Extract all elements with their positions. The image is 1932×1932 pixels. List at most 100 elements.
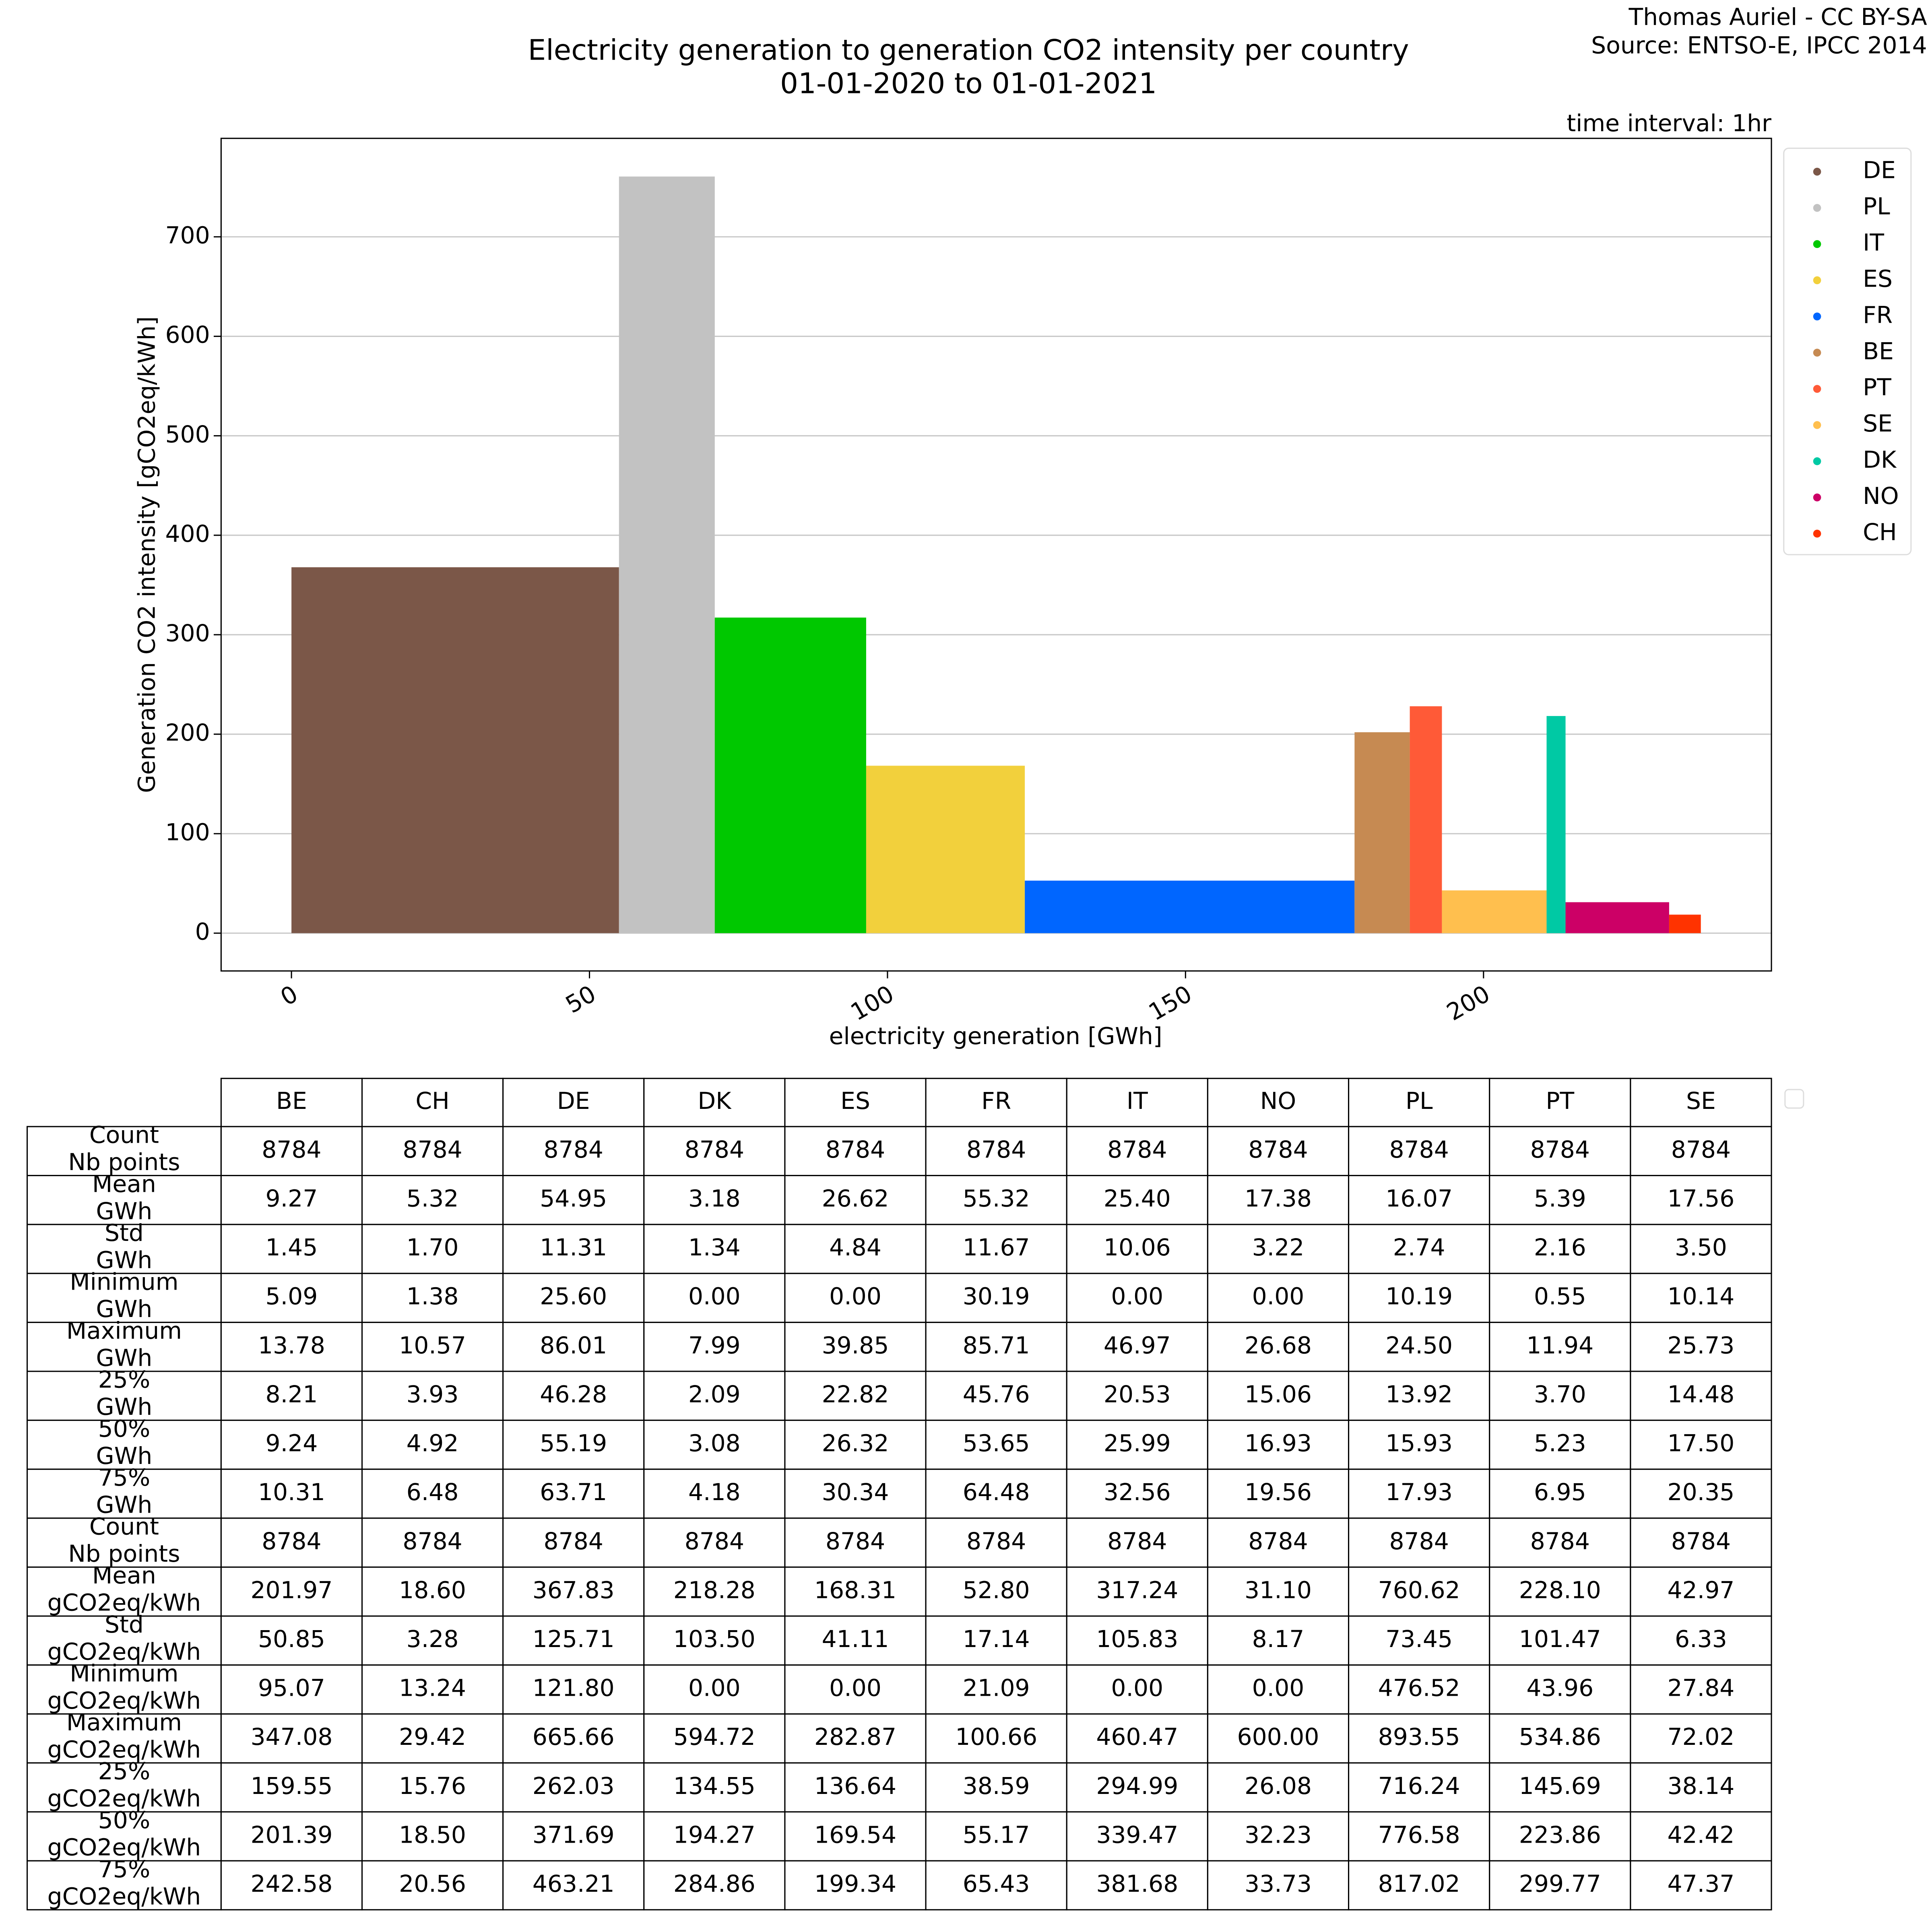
table-cell (26, 1321, 222, 1372)
table-cell (1630, 1468, 1772, 1519)
table-value: 381.68 (1096, 1870, 1178, 1897)
table-value: 46.97 (1104, 1331, 1171, 1359)
table-value: 13.24 (399, 1674, 466, 1702)
table-value: 10.31 (258, 1478, 325, 1506)
table-value: 3.18 (688, 1185, 741, 1212)
table-cell (1207, 1273, 1350, 1323)
table-cell (925, 1762, 1067, 1813)
table-cell (1630, 1762, 1772, 1813)
table-value: 8784 (826, 1136, 885, 1163)
table-value: 73.45 (1385, 1625, 1453, 1653)
table-cell (26, 1420, 222, 1470)
row-label: GWh (96, 1246, 153, 1274)
table-cell (1489, 1468, 1631, 1519)
table-value: 6.33 (1675, 1625, 1727, 1653)
y-tick-label: 500 (165, 421, 210, 448)
legend-label: PT (1863, 374, 1891, 401)
table-cell (1630, 1860, 1772, 1911)
table-cell (643, 1321, 786, 1372)
table-cell (784, 1371, 927, 1421)
table-cell (1066, 1615, 1208, 1666)
table-value: 534.86 (1519, 1723, 1601, 1750)
table-value: 0.00 (688, 1283, 741, 1310)
legend-label: BE (1863, 337, 1894, 365)
table-value: 460.47 (1096, 1723, 1178, 1750)
y-tick-label: 400 (165, 520, 210, 547)
table-cell (26, 1566, 222, 1617)
table-value: 4.84 (829, 1234, 881, 1261)
column-header: IT (1127, 1087, 1148, 1115)
table-value: 21.09 (963, 1674, 1030, 1702)
table-cell (784, 1664, 927, 1715)
table-cell (1630, 1713, 1772, 1764)
row-label: GWh (96, 1393, 153, 1420)
y-axis-label: Generation CO2 intensity [gCO2eq/kWh] (133, 316, 160, 793)
table-value: 100.66 (955, 1723, 1037, 1750)
table-cell (784, 1273, 927, 1323)
table-value: 594.72 (673, 1723, 755, 1750)
table-value: 11.31 (540, 1234, 607, 1261)
table-cell (1489, 1517, 1631, 1568)
table-value: 136.64 (814, 1772, 896, 1800)
table-cell (1207, 1811, 1350, 1862)
column-header: BE (276, 1087, 307, 1115)
legend-marker (1813, 349, 1821, 357)
table-cell (502, 1517, 645, 1568)
row-label: gCO2eq/kWh (47, 1834, 201, 1861)
table-value: 3.08 (688, 1430, 741, 1457)
table-cell (502, 1811, 645, 1862)
row-label: 50% (98, 1415, 151, 1442)
table-cell (220, 1077, 363, 1127)
row-label: 75% (98, 1856, 151, 1883)
table-value: 201.97 (250, 1576, 332, 1604)
table-value: 284.86 (673, 1870, 755, 1897)
table-value: 26.68 (1245, 1331, 1312, 1359)
table-cell (220, 1762, 363, 1813)
table-cell (26, 1664, 222, 1715)
table-cell (361, 1664, 504, 1715)
table-cell (361, 1224, 504, 1274)
table-cell (1489, 1175, 1631, 1225)
table-value: 8784 (1107, 1136, 1167, 1163)
y-tick-label: 700 (165, 222, 210, 249)
table-value: 17.38 (1245, 1185, 1312, 1212)
legend-marker (1813, 385, 1821, 393)
chart-subtitle: 01-01-2020 to 01-01-2021 (780, 66, 1157, 100)
table-value: 45.76 (963, 1381, 1030, 1408)
table-value: 0.00 (1111, 1283, 1163, 1310)
table-cell (643, 1224, 786, 1274)
table-cell (220, 1321, 363, 1372)
table-cell (643, 1077, 786, 1127)
table-cell (643, 1420, 786, 1470)
table-value: 776.58 (1378, 1821, 1460, 1848)
table-cell (26, 1713, 222, 1764)
table-value: 476.52 (1378, 1674, 1460, 1702)
table-value: 347.08 (250, 1723, 332, 1750)
table-value: 8784 (966, 1136, 1026, 1163)
table-cell (220, 1420, 363, 1470)
table-value: 50.85 (258, 1625, 325, 1653)
table-value: 8.21 (266, 1381, 318, 1408)
legend-label: ES (1863, 265, 1893, 292)
row-label: 25% (98, 1366, 151, 1393)
table-value: 8784 (544, 1136, 603, 1163)
table-value: 2.09 (688, 1381, 741, 1408)
table-cell (1348, 1762, 1490, 1813)
table-value: 11.67 (963, 1234, 1030, 1261)
table-value: 339.47 (1096, 1821, 1178, 1848)
table-value: 0.55 (1534, 1283, 1586, 1310)
table-cell (784, 1224, 927, 1274)
table-value: 29.42 (399, 1723, 466, 1750)
table-value: 10.14 (1667, 1283, 1734, 1310)
table-cell (1489, 1224, 1631, 1274)
table-value: 9.24 (266, 1430, 318, 1457)
table-value: 0.00 (829, 1283, 881, 1310)
table-value: 39.85 (822, 1331, 889, 1359)
table-value: 85.71 (963, 1331, 1030, 1359)
table-value: 55.17 (963, 1821, 1030, 1848)
table-value: 7.99 (688, 1331, 741, 1359)
table-cell (220, 1566, 363, 1617)
table-value: 20.56 (399, 1870, 466, 1897)
table-cell (643, 1273, 786, 1323)
table-value: 665.66 (533, 1723, 615, 1750)
